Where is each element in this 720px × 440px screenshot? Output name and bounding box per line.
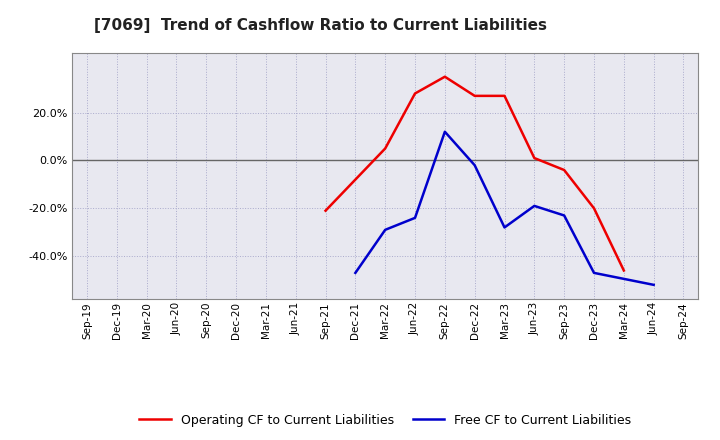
- Operating CF to Current Liabilities: [381, 146, 390, 151]
- Free CF to Current Liabilities: [500, 225, 509, 230]
- Free CF to Current Liabilities: [560, 213, 569, 218]
- Free CF to Current Liabilities: [530, 203, 539, 209]
- Operating CF to Current Liabilities: [351, 177, 360, 182]
- Free CF to Current Liabilities: [649, 282, 658, 287]
- Operating CF to Current Liabilities: [530, 155, 539, 161]
- Text: [7069]  Trend of Cashflow Ratio to Current Liabilities: [7069] Trend of Cashflow Ratio to Curren…: [94, 18, 546, 33]
- Free CF to Current Liabilities: [351, 270, 360, 275]
- Operating CF to Current Liabilities: [590, 205, 598, 211]
- Line: Free CF to Current Liabilities: Free CF to Current Liabilities: [356, 132, 654, 285]
- Operating CF to Current Liabilities: [441, 74, 449, 79]
- Free CF to Current Liabilities: [590, 270, 598, 275]
- Free CF to Current Liabilities: [381, 227, 390, 232]
- Operating CF to Current Liabilities: [500, 93, 509, 99]
- Operating CF to Current Liabilities: [619, 268, 628, 273]
- Operating CF to Current Liabilities: [321, 208, 330, 213]
- Line: Operating CF to Current Liabilities: Operating CF to Current Liabilities: [325, 77, 624, 271]
- Free CF to Current Liabilities: [470, 163, 479, 168]
- Legend: Operating CF to Current Liabilities, Free CF to Current Liabilities: Operating CF to Current Liabilities, Fre…: [135, 409, 636, 432]
- Free CF to Current Liabilities: [410, 215, 419, 220]
- Operating CF to Current Liabilities: [560, 167, 569, 172]
- Operating CF to Current Liabilities: [410, 91, 419, 96]
- Operating CF to Current Liabilities: [470, 93, 479, 99]
- Free CF to Current Liabilities: [441, 129, 449, 134]
